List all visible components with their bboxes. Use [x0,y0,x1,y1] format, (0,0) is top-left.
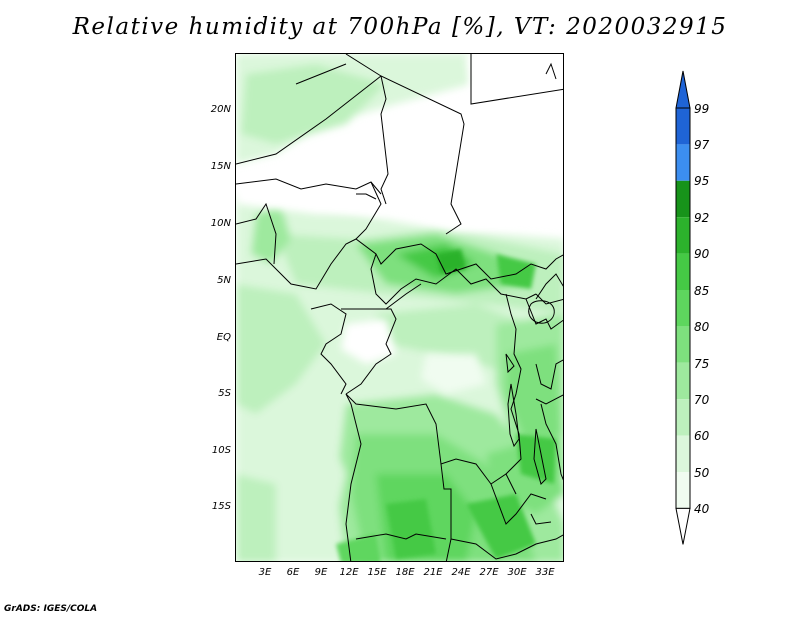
colorbar-label-70: 70 [694,393,710,407]
lon-label-15e: 15E [367,567,387,578]
map-panel [235,53,564,562]
colorbar-label-60: 60 [694,429,710,443]
lon-label-27e: 27E [479,567,499,578]
colorbar-segment [676,435,690,472]
lon-label-3e: 3E [258,567,272,578]
lat-label-15s: 15S [211,501,231,512]
colorbar-segment [676,217,690,254]
colorbar-label-90: 90 [694,247,710,261]
lat-label-eq: EQ [216,332,231,343]
colorbar-over-triangle [675,70,691,109]
map-title: Relative humidity at 700hPa [%], VT: 202… [72,14,728,40]
lat-label-5n: 5N [217,275,231,286]
colorbar-under-triangle [675,507,691,545]
lon-label-30e: 30E [507,567,527,578]
humidity-map [236,54,563,561]
lat-label-10n: 10N [210,218,231,229]
colorbar-segment [676,108,690,145]
colorbar-segment [676,290,690,327]
colorbar-label-92: 92 [694,211,710,225]
lat-label-10s: 10S [211,445,231,456]
lon-label-24e: 24E [451,567,471,578]
colorbar-segment [676,399,690,436]
colorbar-segment [676,326,690,363]
lat-label-5s: 5S [218,388,231,399]
colorbar-label-99: 99 [694,102,710,116]
colorbar-segment [676,362,690,400]
country-borders [236,54,563,561]
lon-label-6e: 6E [286,567,300,578]
colorbar-label-50: 50 [694,466,710,480]
lon-label-21e: 21E [423,567,443,578]
colorbar-label-40: 40 [694,502,710,516]
colorbar-segment [676,253,690,290]
colorbar-segment [676,144,690,181]
lake-outlines [505,300,555,525]
lon-label-12e: 12E [339,567,359,578]
lat-label-15n: 15N [210,161,231,172]
colorbar-segment [676,472,690,509]
colorbar [675,70,691,545]
colorbar-label-97: 97 [694,138,710,152]
lon-label-33e: 33E [535,567,555,578]
lat-label-20n: 20N [210,104,231,115]
lon-label-18e: 18E [395,567,415,578]
colorbar-label-95: 95 [694,174,710,188]
lon-label-9e: 9E [314,567,328,578]
footer-credit: GrADS: IGES/COLA [4,604,98,614]
colorbar-label-75: 75 [694,357,710,371]
colorbar-label-85: 85 [694,284,710,298]
colorbar-label-80: 80 [694,320,710,334]
colorbar-segment [676,180,690,218]
